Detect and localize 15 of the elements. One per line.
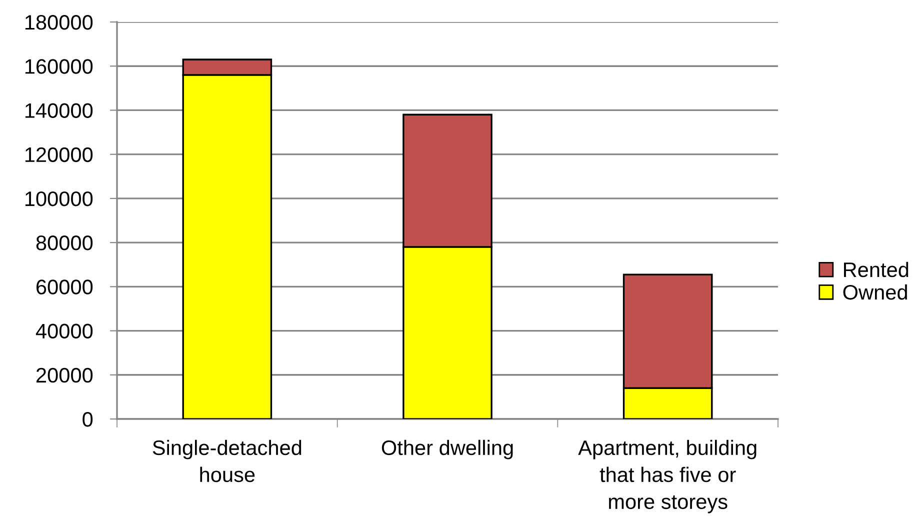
y-tick-label: 0: [82, 412, 93, 427]
y-tick-label: 60000: [36, 280, 93, 294]
y-tick-label: 20000: [36, 368, 93, 383]
legend-label: Rented: [844, 262, 908, 278]
y-tick-label: 100000: [25, 191, 93, 206]
y-tick-label: 40000: [36, 324, 93, 339]
x-tick-label: Other dwelling: [382, 440, 513, 460]
y-tick-label: 140000: [25, 103, 93, 118]
y-tick-label: 160000: [25, 59, 93, 74]
y-tick-label: 180000: [25, 15, 93, 30]
y-tick-label: 80000: [36, 236, 93, 250]
x-tick-label: Apartment, building that has five or more storeys: [578, 440, 756, 514]
y-tick-label: 120000: [25, 147, 93, 162]
legend-label: Owned: [843, 284, 907, 300]
x-tick-label: Single-detached house: [152, 440, 302, 482]
